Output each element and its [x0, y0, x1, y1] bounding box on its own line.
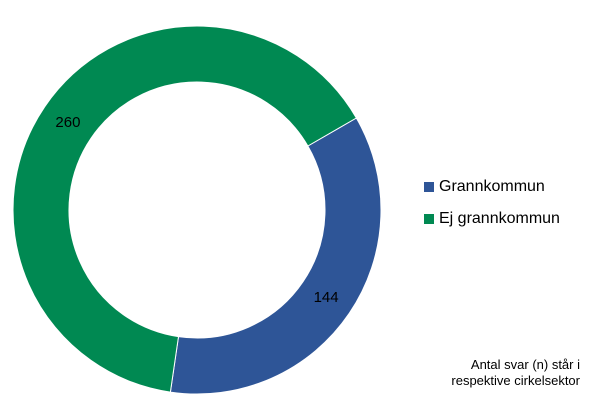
- legend-label-ej-grannkommun: Ej grannkommun: [439, 210, 560, 227]
- data-label-grannkommun: 144: [314, 289, 339, 306]
- legend-item-grannkommun: Grannkommun: [424, 175, 560, 199]
- data-label-ej-grannkommun: 260: [55, 114, 80, 131]
- slice-ej-grannkommun: [12, 25, 358, 393]
- legend: Grannkommun Ej grannkommun: [424, 175, 560, 239]
- chart-note: Antal svar (n) står i respektive cirkels…: [451, 357, 580, 389]
- legend-swatch-ej-grannkommun: [424, 214, 434, 224]
- slice-grannkommun: [169, 117, 382, 395]
- data-labels: 144 260: [55, 114, 338, 306]
- donut-slices: [12, 25, 382, 395]
- note-line-1: Antal svar (n) står i: [470, 357, 580, 372]
- note-line-2: respektive cirkelsektor: [451, 373, 580, 388]
- legend-swatch-grannkommun: [424, 182, 434, 192]
- legend-item-ej-grannkommun: Ej grannkommun: [424, 207, 560, 231]
- legend-label-grannkommun: Grannkommun: [439, 178, 545, 195]
